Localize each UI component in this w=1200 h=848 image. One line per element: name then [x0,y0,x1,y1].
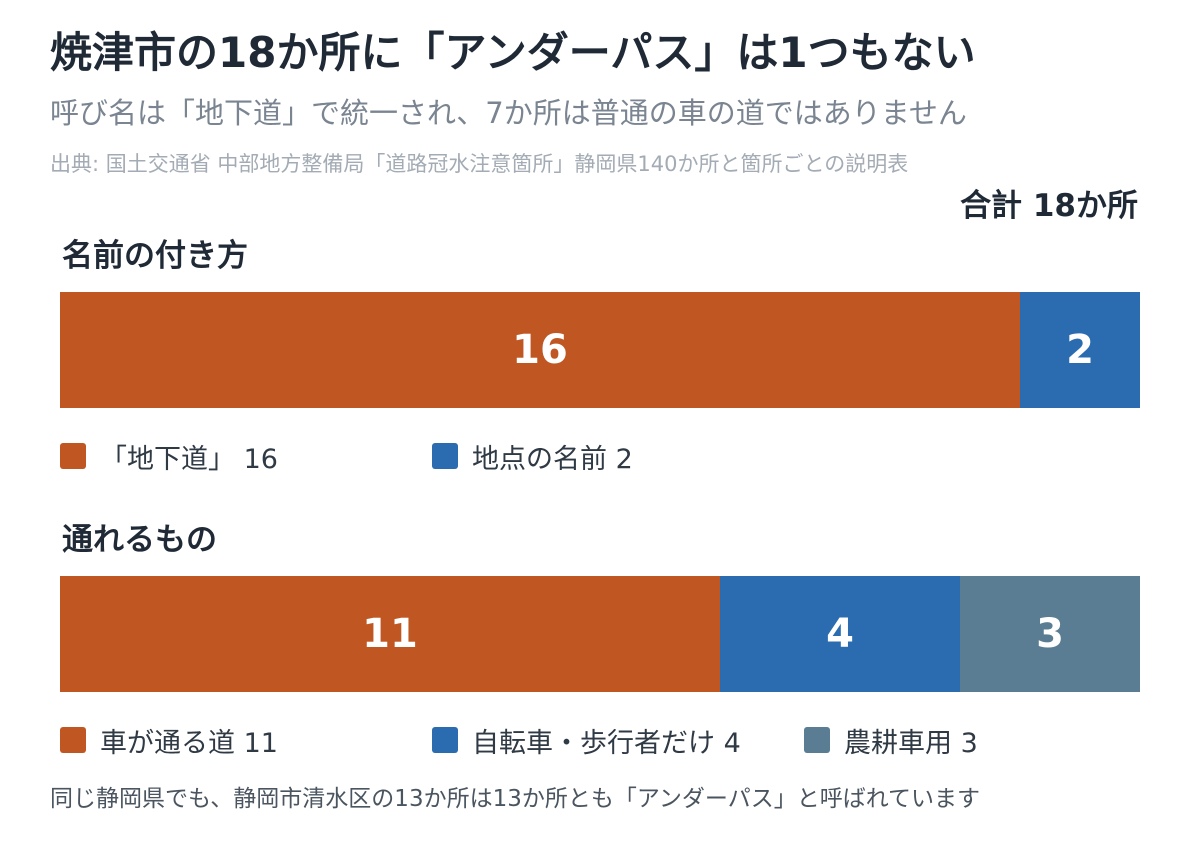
legend-item: 地点の名前 2 [432,436,633,476]
bar-segment-value-label: 11 [362,611,418,657]
page-subtitle: 呼び名は「地下道」で統一され、7か所は普通の車の道ではありません [50,96,967,130]
legend-label: 車が通る道 11 [100,727,278,759]
legend-swatch [60,443,86,469]
bar-segment-value-label: 2 [1066,327,1094,373]
bar-segment: 11 [60,576,720,692]
legend-label: 「地下道」 16 [100,443,278,475]
bar-segment: 3 [960,576,1140,692]
legend-item: 車が通る道 11 [60,720,278,760]
bar-segment: 2 [1020,292,1140,408]
bar-segment: 16 [60,292,1020,408]
legend-label: 地点の名前 2 [472,443,633,475]
legend-label: 農耕車用 3 [844,727,978,759]
chart-1-legend: 「地下道」 16 地点の名前 2 [60,436,1160,476]
bar-segment-value-label: 4 [826,611,854,657]
bar-segment: 4 [720,576,960,692]
page-title: 焼津市の18か所に「アンダーパス」は1つもない [50,28,976,77]
legend-swatch [804,727,830,753]
legend-item: 「地下道」 16 [60,436,278,476]
legend-swatch [60,727,86,753]
chart-1-stacked-bar: 16 2 [60,292,1140,408]
legend-label: 自転車・歩行者だけ 4 [472,727,741,759]
footnote: 同じ静岡県でも、静岡市清水区の13か所は13か所とも「アンダーパス」と呼ばれてい… [50,786,981,812]
chart-2-stacked-bar: 11 4 3 [60,576,1140,692]
legend-swatch [432,727,458,753]
bar-segment-value-label: 16 [512,327,568,373]
legend-swatch [432,443,458,469]
total-count: 合計 18か所 [960,188,1138,224]
source-note: 出典: 国土交通省 中部地方整備局「道路冠水注意箇所」静岡県140か所と箇所ごと… [50,152,909,176]
legend-item: 自転車・歩行者だけ 4 [432,720,741,760]
legend-item: 農耕車用 3 [804,720,978,760]
chart-2-title: 通れるもの [62,522,217,558]
chart-2-legend: 車が通る道 11 自転車・歩行者だけ 4 農耕車用 3 [60,720,1160,760]
chart-1-title: 名前の付き方 [62,238,248,274]
bar-segment-value-label: 3 [1036,611,1064,657]
